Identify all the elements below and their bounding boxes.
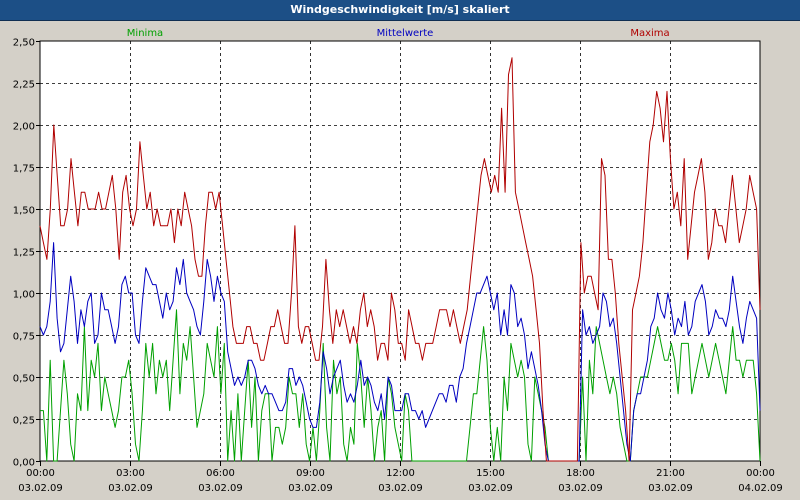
x-tick-date-label: 03.02.09 [378,483,423,494]
x-tick-time-label: 15:00 [476,468,505,479]
series-line-maxima [39,57,761,462]
legend-label-maxima: Maxima [630,28,669,39]
x-tick-time-label: 03:00 [116,468,145,479]
x-tick-time-label: 00:00 [26,468,55,479]
x-tick-time-label: 18:00 [566,468,595,479]
x-tick-date-label: 03.02.09 [468,483,513,494]
x-tick-date-label: 03.02.09 [648,483,693,494]
x-tick-time-label: 21:00 [656,468,685,479]
y-tick-label: 1,50 [13,206,35,217]
x-tick-time-label: 12:00 [386,468,415,479]
x-tick-date-label: 03.02.09 [558,483,603,494]
x-tick-date-label: 03.02.09 [198,483,243,494]
y-tick-label: 2,50 [13,38,35,49]
y-tick-label: 0,00 [13,458,35,469]
y-tick-label: 2,00 [13,122,35,133]
x-tick-date-label: 03.02.09 [288,483,333,494]
y-tick-label: 0,75 [13,332,35,343]
y-tick-label: 1,75 [13,164,35,175]
chart-title: Windgeschwindigkeit [m/s] skaliert [290,3,510,16]
legend-label-minima: Minima [127,28,163,39]
plot-background [39,40,761,462]
x-tick-time-label: 00:00 [746,468,775,479]
x-tick-date-label: 04.02.09 [738,483,783,494]
chart-area: 0,00 0,25 0,50 0,75 1,00 1,25 1,50 1,75 2,00 2,25… [13,28,783,494]
x-tick-time-label: 06:00 [206,468,235,479]
legend-label-mittelwerte: Mittelwerte [377,28,434,39]
y-tick-label: 1,00 [13,290,35,301]
title-bar [0,0,800,21]
y-tick-label: 2,25 [13,80,35,91]
x-tick-date-label: 03.02.09 [108,483,153,494]
series-line-mittelwerte [39,242,761,462]
x-tick-date-label: 03.02.09 [18,483,63,494]
y-tick-label: 0,50 [13,374,35,385]
y-tick-label: 1,25 [13,248,35,259]
x-tick-time-label: 09:00 [296,468,325,479]
series-line-minima [40,309,761,462]
y-tick-label: 0,25 [13,416,35,427]
